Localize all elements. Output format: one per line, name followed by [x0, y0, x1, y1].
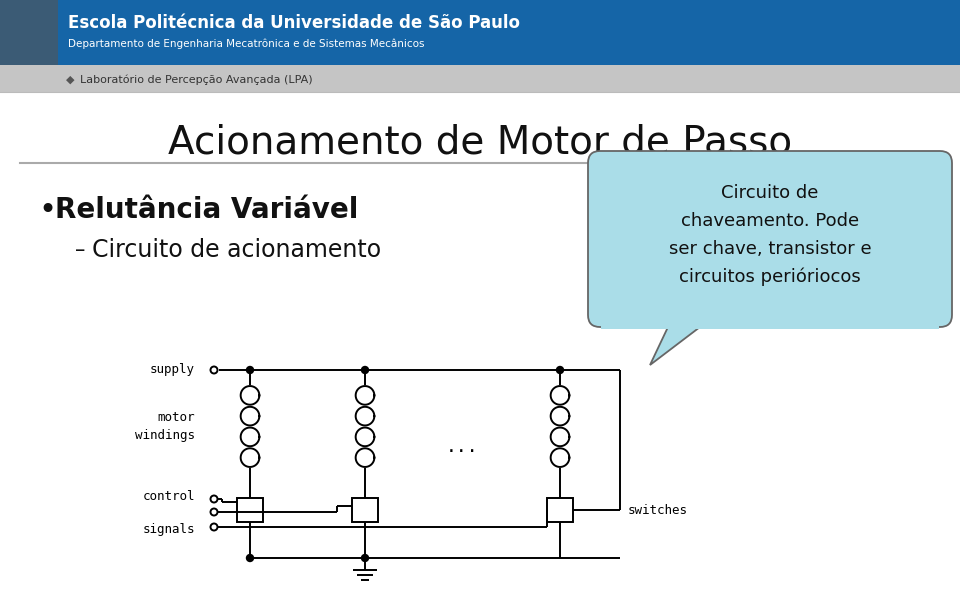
Circle shape [557, 367, 564, 373]
FancyBboxPatch shape [601, 313, 939, 329]
Text: ser chave, transistor e: ser chave, transistor e [669, 240, 872, 258]
Text: •: • [38, 196, 56, 225]
Text: Circuito de acionamento: Circuito de acionamento [92, 238, 381, 262]
Circle shape [210, 367, 218, 373]
Text: Laboratório de Percepção Avançada (LPA): Laboratório de Percepção Avançada (LPA) [80, 75, 313, 85]
Text: Circuito de: Circuito de [721, 184, 819, 202]
Text: Escola Politécnica da Universidade de São Paulo: Escola Politécnica da Universidade de Sã… [68, 14, 520, 32]
Circle shape [210, 509, 218, 515]
Text: ◆: ◆ [66, 75, 75, 85]
Text: ...: ... [446, 437, 479, 455]
FancyBboxPatch shape [0, 0, 960, 65]
FancyBboxPatch shape [0, 92, 960, 604]
Text: Relutância Variável: Relutância Variável [55, 196, 358, 224]
Circle shape [362, 367, 369, 373]
Polygon shape [650, 327, 700, 365]
Text: Departamento de Engenharia Mecatrônica e de Sistemas Mecânicos: Departamento de Engenharia Mecatrônica e… [68, 39, 424, 50]
Text: Acionamento de Motor de Passo: Acionamento de Motor de Passo [168, 123, 792, 161]
FancyBboxPatch shape [352, 498, 378, 522]
Circle shape [247, 367, 253, 373]
Circle shape [247, 554, 253, 562]
Text: control: control [142, 490, 195, 504]
Text: chaveamento. Pode: chaveamento. Pode [681, 212, 859, 230]
Circle shape [210, 495, 218, 503]
Text: supply: supply [150, 364, 195, 376]
FancyBboxPatch shape [237, 498, 263, 522]
Text: switches: switches [628, 504, 688, 516]
Text: circuitos perióriocos: circuitos perióriocos [679, 268, 861, 286]
Circle shape [210, 524, 218, 530]
FancyBboxPatch shape [547, 498, 573, 522]
Text: signals: signals [142, 522, 195, 536]
Text: –: – [75, 240, 85, 260]
Polygon shape [0, 0, 58, 65]
Circle shape [362, 554, 369, 562]
FancyBboxPatch shape [588, 151, 952, 327]
FancyBboxPatch shape [0, 65, 960, 92]
Text: motor
windings: motor windings [135, 411, 195, 442]
